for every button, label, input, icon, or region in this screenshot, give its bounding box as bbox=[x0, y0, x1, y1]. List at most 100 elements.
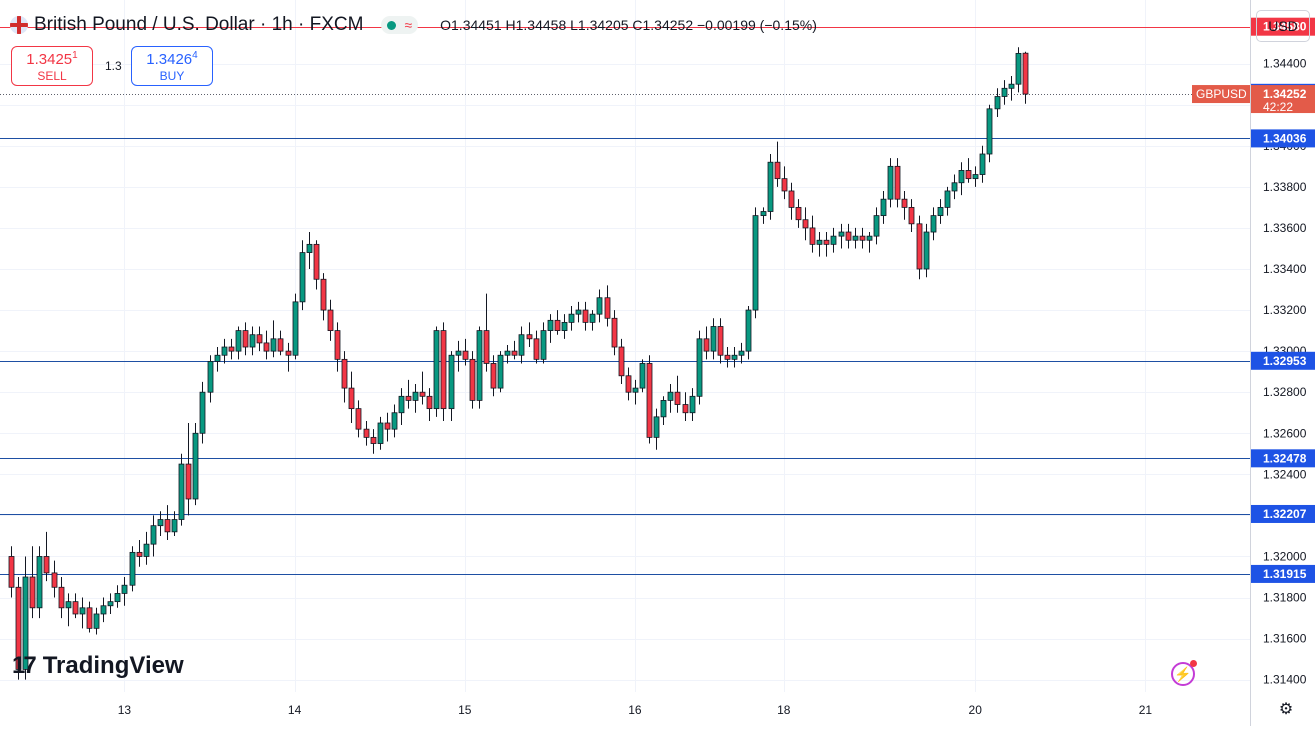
sell-label: SELL bbox=[37, 69, 67, 83]
sell-button[interactable]: 1.34251 SELL bbox=[11, 46, 93, 86]
candle-body bbox=[100, 605, 107, 615]
candle-body bbox=[540, 330, 547, 360]
bolt-icon[interactable]: ⚡ bbox=[1171, 662, 1195, 686]
candle-body bbox=[845, 231, 852, 241]
level-tag-bg bbox=[1251, 129, 1315, 148]
candle-body bbox=[469, 358, 476, 401]
candle-body bbox=[504, 350, 511, 356]
tradingview-logo[interactable]: 17 TradingView bbox=[12, 652, 184, 680]
candle-body bbox=[363, 428, 370, 438]
candlestick-chart[interactable]: GBPUSD bbox=[0, 0, 1250, 692]
market-status-icon bbox=[387, 20, 397, 30]
time-tick-label: 16 bbox=[628, 703, 642, 717]
candle-body bbox=[292, 301, 299, 356]
candle-body bbox=[199, 391, 206, 434]
wave-icon: ≈ bbox=[404, 17, 413, 33]
candle-body bbox=[150, 525, 157, 545]
candle-body bbox=[143, 543, 150, 557]
candle-body bbox=[774, 161, 781, 180]
last-price-tag: 1.34252 bbox=[1263, 87, 1307, 101]
level-tag-bg bbox=[1251, 504, 1315, 523]
candle-body bbox=[313, 243, 320, 280]
ohlc-readout: O1.34451 H1.34458 L1.34205 C1.34252 −0.0… bbox=[440, 17, 817, 33]
candle-body bbox=[384, 422, 391, 430]
axis-corner bbox=[1250, 692, 1315, 726]
chart-header: British Pound / U.S. Dollar · 1h · FXCM … bbox=[10, 12, 817, 38]
candle-body bbox=[490, 363, 497, 389]
symbol-tag: GBPUSD bbox=[1196, 87, 1247, 101]
candle-body bbox=[653, 416, 660, 438]
candles bbox=[8, 47, 1029, 680]
candle-body bbox=[561, 321, 568, 331]
candle-body bbox=[802, 219, 809, 229]
candle-body bbox=[341, 358, 348, 389]
candle-body bbox=[114, 593, 121, 603]
countdown-label: 42:22 bbox=[1263, 100, 1293, 114]
candle-body bbox=[944, 190, 951, 208]
level-tag: 1.34580 bbox=[1263, 20, 1307, 34]
candle-body bbox=[36, 556, 43, 609]
candle-body bbox=[348, 387, 355, 410]
price-tick-label: 1.33200 bbox=[1263, 303, 1307, 317]
candle-body bbox=[164, 519, 171, 533]
level-tag: 1.34036 bbox=[1263, 131, 1307, 145]
time-tick-label: 21 bbox=[1139, 703, 1153, 717]
time-axis[interactable]: 13 14 15 16 18 20 21 bbox=[0, 692, 1250, 726]
candle-body bbox=[86, 607, 93, 629]
candle-body bbox=[632, 387, 639, 393]
price-tick-label: 1.32000 bbox=[1263, 549, 1307, 563]
candle-body bbox=[426, 395, 433, 410]
candle-body bbox=[795, 206, 802, 221]
candle-body bbox=[674, 391, 681, 405]
buy-label: BUY bbox=[159, 69, 185, 83]
candle-body bbox=[696, 338, 703, 397]
time-tick-label: 14 bbox=[288, 703, 302, 717]
candle-body bbox=[533, 338, 540, 360]
time-tick-label: 13 bbox=[118, 703, 132, 717]
candle-body bbox=[972, 174, 979, 180]
candle-body bbox=[781, 178, 788, 192]
candle-body bbox=[178, 463, 185, 520]
buy-button[interactable]: 1.34264 BUY bbox=[131, 46, 213, 86]
candle-body bbox=[568, 313, 575, 323]
horizontal-levels bbox=[0, 27, 1250, 575]
candle-body bbox=[79, 607, 86, 615]
candle-body bbox=[29, 576, 36, 609]
candle-body bbox=[136, 551, 143, 557]
candle-body bbox=[405, 395, 412, 401]
candle-body bbox=[554, 319, 561, 331]
candle-body bbox=[923, 231, 930, 270]
candle-body bbox=[660, 400, 667, 418]
sell-price: 1.3425 bbox=[26, 51, 73, 68]
tradingview-logo-text: TradingView bbox=[42, 652, 184, 679]
candle-body bbox=[270, 338, 277, 352]
buy-price: 1.3426 bbox=[146, 51, 193, 68]
sell-price-pip: 1 bbox=[72, 50, 78, 61]
price-axis[interactable]: 1.344001.342001.340001.338001.336001.334… bbox=[1250, 0, 1315, 692]
candle-body bbox=[8, 556, 15, 588]
time-tick-label: 15 bbox=[458, 703, 472, 717]
candle-body bbox=[93, 613, 100, 629]
candle-body bbox=[58, 586, 65, 609]
chart-area[interactable]: GBPUSD bbox=[0, 0, 1250, 693]
candle-body bbox=[398, 395, 405, 414]
market-status-pill[interactable]: ≈ bbox=[381, 16, 419, 34]
candle-body bbox=[752, 215, 759, 311]
candle-body bbox=[873, 215, 880, 237]
candle-body bbox=[682, 404, 689, 414]
candle-body bbox=[462, 350, 469, 360]
symbol-title[interactable]: British Pound / U.S. Dollar · 1h · FXCM bbox=[34, 14, 364, 35]
candle-body bbox=[15, 586, 22, 670]
candle-body bbox=[689, 395, 696, 414]
candle-body bbox=[1022, 52, 1029, 95]
level-tag-bg bbox=[1251, 17, 1315, 36]
candle-body bbox=[830, 235, 837, 245]
time-axis-svg: 13 14 15 16 18 20 21 bbox=[118, 703, 1153, 717]
currency-button[interactable]: USD bbox=[1256, 10, 1310, 42]
candle-body bbox=[788, 190, 795, 208]
candle-body bbox=[483, 330, 490, 364]
candle-body bbox=[228, 346, 235, 352]
price-tick-label: 1.32800 bbox=[1263, 385, 1307, 399]
settings-icon[interactable]: ⚙ bbox=[1278, 701, 1294, 718]
candle-body bbox=[72, 601, 79, 615]
